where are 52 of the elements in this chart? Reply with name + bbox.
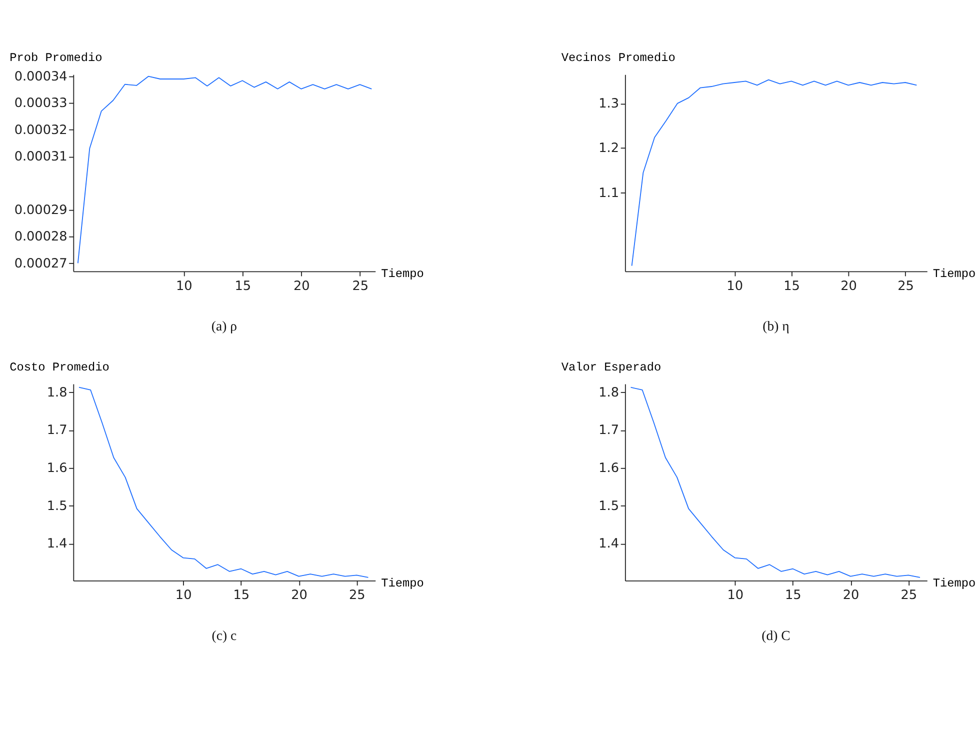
x-tick-label: 15 (233, 588, 250, 604)
x-tick-label: 10 (727, 588, 744, 604)
y-tick-label: 1.6 (46, 460, 68, 476)
x-tick-label: 10 (176, 278, 192, 294)
x-tick-label: 25 (900, 588, 918, 604)
text: (b) η (762, 318, 790, 334)
y-tick-label: 0.00027 (14, 256, 68, 272)
x-tick-label: 15 (785, 588, 802, 604)
text: (a) ρ (211, 318, 238, 334)
line-series (630, 386, 920, 578)
y-tick-label: 1.5 (598, 498, 620, 514)
y-tick-label: 0.00029 (14, 202, 68, 218)
y-tick-label: 1.6 (598, 460, 620, 476)
x-axis-title: Tiempo (932, 576, 976, 590)
x-axis-title: Tiempo (381, 576, 424, 590)
y-axis-title: Vecinos Promedio (561, 51, 676, 66)
text: (d) C (762, 628, 790, 643)
y-axis-title: Valor Esperado (561, 360, 662, 374)
x-tick-label: 20 (842, 588, 860, 604)
x-tick-label: 25 (352, 278, 368, 294)
y-tick-label: 1.5 (46, 498, 68, 514)
x-axis-title: Tiempo (932, 267, 976, 282)
x-tick-label: 10 (726, 278, 743, 294)
y-axis-title: Prob Promedio (10, 51, 102, 66)
line-series (77, 76, 372, 264)
x-tick-label: 15 (784, 278, 800, 294)
y-tick-label: 0.00031 (14, 150, 68, 165)
y-tick-label: 1.8 (598, 385, 620, 400)
y-tick-label: 1.4 (46, 536, 68, 552)
x-tick-label: 20 (291, 588, 308, 604)
x-tick-label: 15 (234, 278, 251, 294)
x-tick-label: 20 (840, 278, 857, 294)
x-tick-label: 20 (293, 278, 310, 294)
line-series (78, 386, 369, 578)
text: (c) c (212, 628, 237, 643)
y-tick-label: 1.7 (598, 423, 620, 438)
y-tick-label: 1.3 (598, 96, 620, 112)
y-tick-label: 1.7 (46, 423, 68, 438)
y-tick-label: 1.8 (46, 385, 68, 400)
y-tick-label: 1.1 (598, 186, 620, 201)
y-tick-label: 0.00033 (14, 96, 68, 112)
y-axis-title: Costo Promedio (10, 360, 110, 374)
y-tick-label: 0.00034 (14, 69, 68, 84)
line-series (631, 79, 918, 266)
y-tick-label: 0.00028 (14, 230, 68, 245)
x-tick-label: 25 (898, 278, 914, 294)
y-tick-label: 1.4 (598, 536, 620, 552)
y-tick-label: 1.2 (598, 141, 620, 156)
x-tick-label: 10 (175, 588, 192, 604)
y-tick-label: 0.00032 (14, 122, 68, 138)
x-axis-title: Tiempo (381, 267, 424, 282)
x-tick-label: 25 (348, 588, 366, 604)
